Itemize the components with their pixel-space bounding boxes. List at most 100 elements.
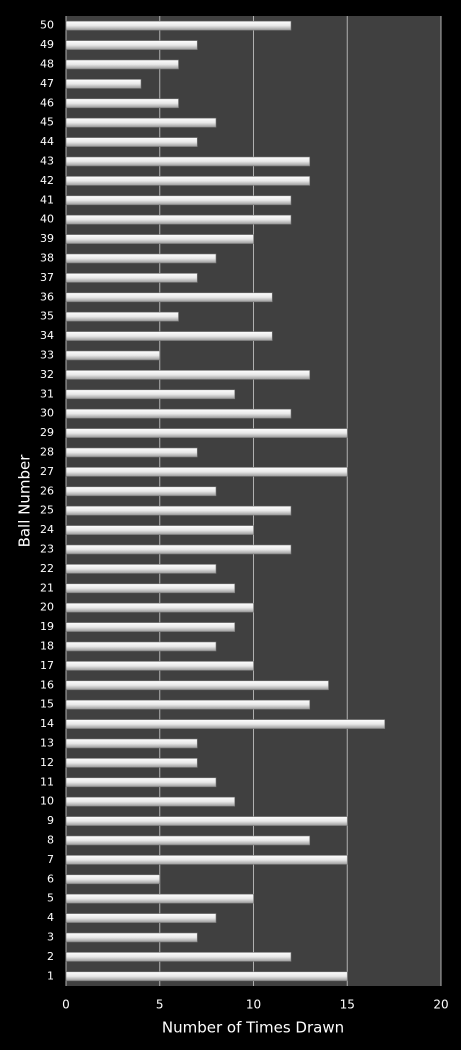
bar — [65, 176, 311, 186]
bar — [65, 253, 217, 264]
y-tick-label: 39 — [40, 232, 54, 245]
bar — [65, 486, 217, 497]
y-axis-title: Ball Number — [16, 454, 34, 548]
bar — [65, 777, 217, 788]
y-tick-label: 20 — [40, 601, 54, 614]
y-tick-label: 25 — [40, 504, 54, 517]
y-tick-label: 43 — [40, 155, 54, 168]
y-tick-label: 8 — [47, 834, 54, 847]
y-tick-label: 1 — [47, 969, 54, 982]
x-tick-label: 20 — [433, 998, 448, 1012]
y-tick-label: 12 — [40, 756, 54, 769]
bar — [65, 59, 179, 70]
bar — [65, 234, 254, 244]
bar — [65, 699, 311, 710]
bar — [65, 467, 348, 477]
x-tick-label: 15 — [340, 998, 355, 1012]
bar — [65, 20, 292, 31]
bar — [65, 408, 292, 419]
y-tick-label: 35 — [40, 310, 54, 323]
bar — [65, 156, 311, 167]
bar — [65, 796, 236, 807]
bar — [65, 758, 198, 768]
bar — [65, 273, 198, 283]
y-tick-label: 3 — [47, 931, 54, 944]
y-tick-label: 9 — [47, 814, 54, 827]
y-tick-label: 49 — [40, 38, 54, 51]
y-tick-label: 47 — [40, 77, 54, 90]
y-tick-label: 44 — [40, 135, 54, 148]
y-tick-label: 26 — [40, 484, 54, 497]
y-tick-label: 30 — [40, 407, 54, 420]
bar — [65, 835, 311, 846]
bar — [65, 641, 217, 652]
y-tick-label: 36 — [40, 290, 54, 303]
y-tick-label: 14 — [40, 717, 54, 730]
bar — [65, 195, 292, 206]
y-tick-label: 27 — [40, 465, 54, 478]
bar — [65, 622, 236, 632]
bar — [65, 816, 348, 826]
y-tick-label: 23 — [40, 543, 54, 556]
y-tick-label: 48 — [40, 58, 54, 71]
y-tick-label: 16 — [40, 678, 54, 691]
bar — [65, 583, 236, 594]
y-tick-label: 13 — [40, 737, 54, 750]
y-tick-label: 10 — [40, 795, 54, 808]
x-tick-label: 5 — [156, 998, 164, 1012]
y-tick-label: 45 — [40, 116, 54, 129]
y-tick-label: 42 — [40, 174, 54, 187]
y-tick-label: 18 — [40, 640, 54, 653]
bar — [65, 117, 217, 128]
y-tick-label: 2 — [47, 950, 54, 963]
y-tick-label: 33 — [40, 349, 54, 362]
y-tick-label: 22 — [40, 562, 54, 575]
y-tick-label: 50 — [40, 19, 54, 32]
y-tick-label: 41 — [40, 193, 54, 206]
y-tick-label: 4 — [47, 911, 54, 924]
bar — [65, 719, 386, 729]
y-tick-label: 7 — [47, 853, 54, 866]
bar — [65, 544, 292, 555]
y-tick-label: 31 — [40, 387, 54, 400]
y-tick-label: 38 — [40, 252, 54, 265]
y-tick-label: 11 — [40, 775, 54, 788]
y-tick-label: 34 — [40, 329, 54, 342]
y-tick-label: 24 — [40, 523, 54, 536]
bar — [65, 98, 179, 109]
y-tick-label: 15 — [40, 698, 54, 711]
bar — [65, 971, 348, 982]
y-tick-label: 46 — [40, 96, 54, 109]
bar — [65, 738, 198, 749]
x-tick-label: 10 — [246, 998, 261, 1012]
bar — [65, 214, 292, 225]
y-tick-label: 37 — [40, 271, 54, 284]
bar — [65, 913, 217, 923]
y-tick-label: 5 — [47, 892, 54, 905]
y-tick-label: 19 — [40, 620, 54, 633]
y-tick-label: 29 — [40, 426, 54, 439]
bar — [65, 137, 198, 147]
bar — [65, 525, 254, 535]
bar — [65, 40, 198, 50]
bar — [65, 661, 254, 671]
bar — [65, 389, 236, 400]
y-tick-label: 6 — [47, 872, 54, 885]
bar — [65, 331, 273, 341]
y-tick-label: 21 — [40, 581, 54, 594]
bar — [65, 370, 311, 380]
bar — [65, 564, 217, 574]
bar — [65, 680, 329, 691]
bar — [65, 505, 292, 516]
bar — [65, 893, 254, 904]
y-tick-label: 32 — [40, 368, 54, 381]
y-tick-label: 17 — [40, 659, 54, 672]
y-tick-label: 28 — [40, 446, 54, 459]
bar — [65, 428, 348, 438]
y-tick-label: 40 — [40, 213, 54, 226]
bar — [65, 602, 254, 613]
bar — [65, 350, 161, 361]
bar — [65, 952, 292, 962]
